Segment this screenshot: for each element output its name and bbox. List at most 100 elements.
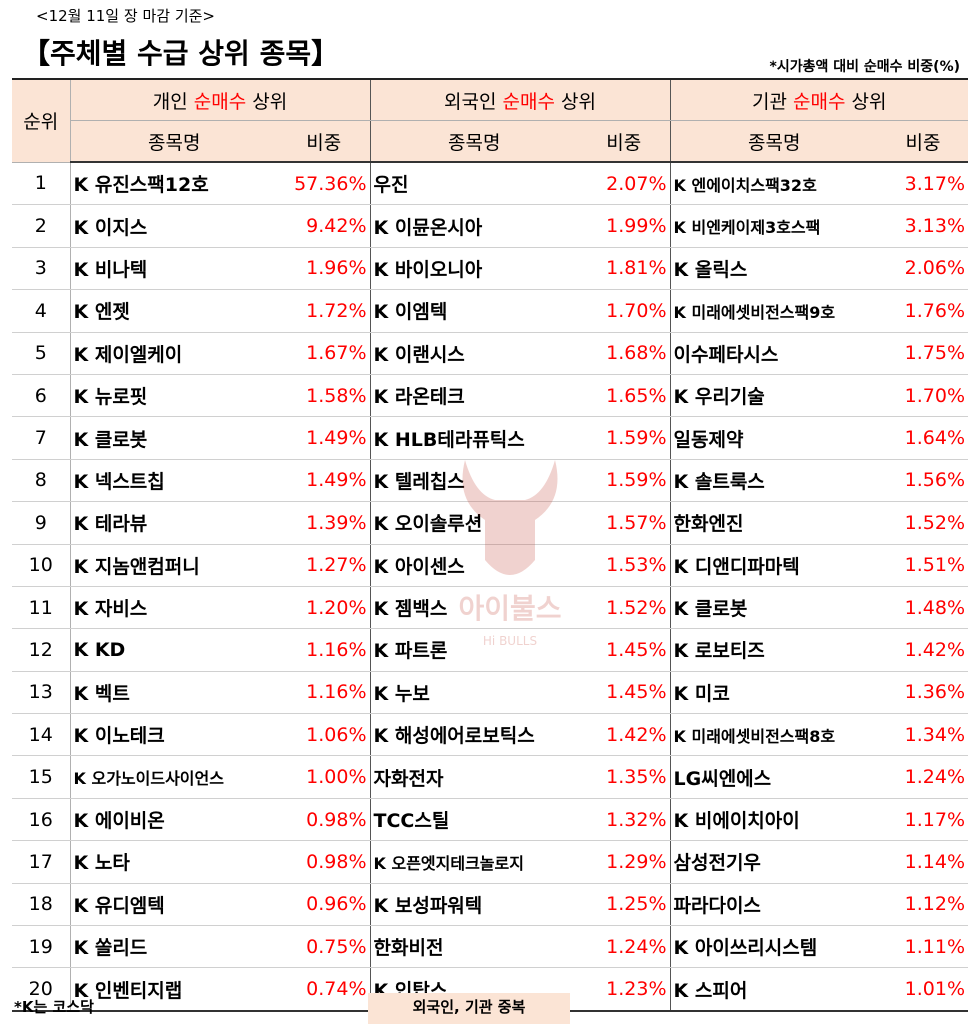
institution-stock-name: 파라다이스 [670, 883, 879, 927]
table-row: 12 K KD 1.16% K 파트론 1.45% K 로보티즈 1.42% [12, 628, 969, 672]
individual-pct: 1.49% [278, 459, 371, 503]
foreign-pct: 2.07% [578, 162, 671, 206]
individual-stock-name: K 벡트 [70, 671, 278, 715]
foreign-stock-name: K 누보 [370, 671, 579, 715]
institution-stock-name: K 미래에셋비전스팩8호 [670, 713, 879, 757]
rank-cell: 4 [12, 289, 71, 333]
institution-stock-name: 일동제약 [670, 416, 879, 460]
foreign-stock-name: K 보성파워텍 [370, 883, 579, 927]
table-row: 20 K 인벤티지랩 0.74% K 인탑스 1.23% K 스피어 1.01% [12, 967, 969, 1012]
institution-stock-name: 삼성전기우 [670, 840, 879, 884]
foreign-pct: 1.68% [578, 332, 671, 375]
individual-pct: 1.67% [278, 332, 371, 375]
foreign-stock-name: K 아이센스 [370, 544, 579, 587]
institution-stock-name: 이수페타시스 [670, 332, 879, 375]
individual-stock-name: K 이지스 [70, 204, 278, 248]
institution-pct: 3.17% [878, 162, 969, 206]
individual-pct: 1.20% [278, 586, 371, 630]
rank-cell: 18 [12, 883, 71, 927]
individual-stock-name: K 자비스 [70, 586, 278, 630]
individual-stock-name: K 에이비온 [70, 798, 278, 842]
foreign-stock-name: K 해성에어로보틱스 [370, 713, 579, 757]
name-header: 종목명 [70, 120, 278, 163]
foreign-pct: 1.99% [578, 204, 671, 248]
table-row: 17 K 노타 0.98% K 오픈엣지테크놀로지 1.29% 삼성전기우 1.14% [12, 840, 969, 884]
rank-cell: 8 [12, 459, 71, 503]
rank-cell: 14 [12, 713, 71, 757]
rank-cell: 15 [12, 755, 71, 799]
foreign-stock-name: TCC스틸 [370, 798, 579, 842]
institution-pct: 1.24% [878, 755, 969, 799]
foreign-pct: 1.32% [578, 798, 671, 842]
foreign-pct: 1.35% [578, 755, 671, 799]
rank-cell: 1 [12, 162, 71, 206]
date-label: <12월 11일 장 마감 기준> [36, 7, 215, 25]
institution-stock-name: K 엔에이치스팩32호 [670, 162, 879, 206]
individual-pct: 1.00% [278, 755, 371, 799]
individual-pct: 57.36% [278, 162, 371, 206]
institution-stock-name: LG씨엔에스 [670, 755, 879, 799]
individual-stock-name: K 지놈앤컴퍼니 [70, 544, 278, 587]
rank-cell: 3 [12, 247, 71, 291]
individual-pct: 1.06% [278, 713, 371, 757]
institution-stock-name: K 디앤디파마텍 [670, 544, 879, 587]
table-row: 16 K 에이비온 0.98% TCC스틸 1.32% K 비에이치아이 1.17% [12, 798, 969, 842]
foreign-pct: 1.42% [578, 713, 671, 757]
rank-cell: 10 [12, 544, 71, 587]
rank-cell: 9 [12, 501, 71, 545]
institution-stock-name: K 비에이치아이 [670, 798, 879, 842]
foreign-stock-name: 자화전자 [370, 755, 579, 799]
individual-pct: 0.74% [278, 967, 371, 1012]
institution-pct: 1.76% [878, 289, 969, 333]
institution-pct: 3.13% [878, 204, 969, 248]
individual-pct: 1.72% [278, 289, 371, 333]
individual-group-header: 개인 순매수 상위 [70, 78, 371, 121]
rank-cell: 6 [12, 374, 71, 418]
institution-pct: 1.64% [878, 416, 969, 460]
foreign-pct: 1.23% [578, 967, 671, 1012]
individual-pct: 0.98% [278, 798, 371, 842]
institution-pct: 1.70% [878, 374, 969, 418]
individual-pct: 1.16% [278, 671, 371, 715]
table-row: 13 K 벡트 1.16% K 누보 1.45% K 미코 1.36% [12, 671, 969, 715]
individual-pct: 1.27% [278, 544, 371, 587]
individual-pct: 0.98% [278, 840, 371, 884]
foreign-pct: 1.65% [578, 374, 671, 418]
foreign-pct: 1.57% [578, 501, 671, 545]
institution-pct: 1.17% [878, 798, 969, 842]
ratio-note: *시가총액 대비 순매수 비중(%) [769, 59, 960, 75]
institution-pct: 1.52% [878, 501, 969, 545]
foreign-pct: 1.25% [578, 883, 671, 927]
individual-stock-name: K 노타 [70, 840, 278, 884]
foreign-stock-name: K 이엠텍 [370, 289, 579, 333]
individual-pct: 0.96% [278, 883, 371, 927]
institution-pct: 1.11% [878, 925, 969, 969]
rank-cell: 5 [12, 332, 71, 375]
foreign-stock-name: K 이랜시스 [370, 332, 579, 375]
institution-stock-name: K 올릭스 [670, 247, 879, 291]
pct-header: 비중 [578, 120, 671, 163]
page-title: 【주체별 수급 상위 종목】 [22, 37, 340, 70]
individual-stock-name: K 오가노이드사이언스 [70, 755, 278, 799]
pct-header: 비중 [278, 120, 371, 163]
foreign-pct: 1.24% [578, 925, 671, 969]
table-row: 11 K 자비스 1.20% K 젬백스 1.52% K 클로봇 1.48% [12, 586, 969, 630]
foreign-pct: 1.53% [578, 544, 671, 587]
rank-cell: 11 [12, 586, 71, 630]
institution-group-header: 기관 순매수 상위 [670, 78, 969, 121]
institution-stock-name: K 스피어 [670, 967, 879, 1012]
individual-stock-name: K 유진스팩12호 [70, 162, 278, 206]
individual-pct: 1.96% [278, 247, 371, 291]
individual-stock-name: K 뉴로핏 [70, 374, 278, 418]
institution-pct: 1.48% [878, 586, 969, 630]
individual-stock-name: K 쏠리드 [70, 925, 278, 969]
table-row: 15 K 오가노이드사이언스 1.00% 자화전자 1.35% LG씨엔에스 1.24% [12, 755, 969, 799]
rank-cell: 20 [12, 967, 71, 1012]
individual-stock-name: K 클로봇 [70, 416, 278, 460]
foreign-stock-name: K HLB테라퓨틱스 [370, 416, 579, 460]
